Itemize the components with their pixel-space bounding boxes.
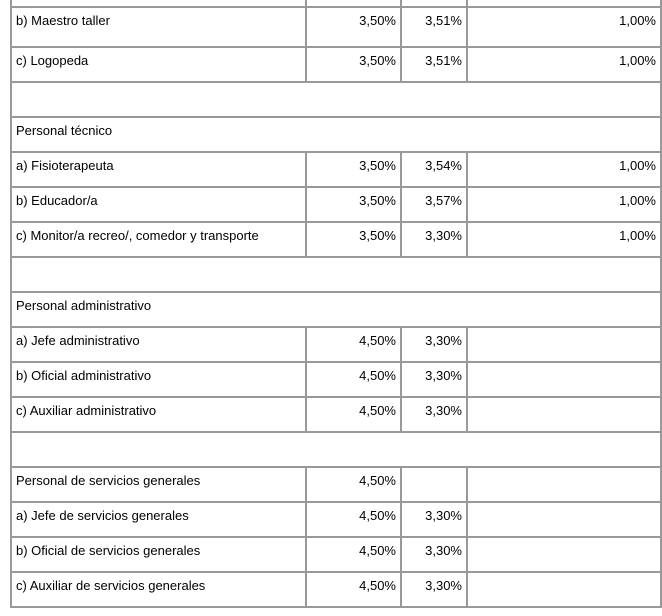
rate2-cell: 3,54% [400, 151, 468, 188]
rate2-cell: 3,30% [400, 361, 468, 398]
category-cell: b) Oficial de servicios generales [10, 536, 307, 573]
rate1-cell: 4,50% [305, 571, 402, 608]
spacer-cell [10, 431, 662, 468]
category-cell: a) Jefe administrativo [10, 326, 307, 363]
rate1-cell: 3,50% [305, 151, 402, 188]
spacer-cell [10, 256, 662, 293]
rate1-cell [305, 0, 402, 8]
section-header-row: Personal técnico [10, 116, 662, 153]
rates-table: b) Maestro taller 3,50% 3,51% 1,00% c) Logop… [10, 0, 662, 608]
category-cell: a) Fisioterapeuta [10, 151, 307, 188]
table-row: a) Jefe administrativo 4,50% 3,30% [10, 326, 662, 363]
rate2-cell: 3,51% [400, 46, 468, 83]
table-row: Personal de servicios generales 4,50% [10, 466, 662, 503]
rate2-cell: 3,30% [400, 221, 468, 258]
rate3-cell [466, 326, 662, 363]
category-cell: b) Maestro taller [10, 6, 307, 48]
rate3-cell [466, 571, 662, 608]
rate3-cell [466, 466, 662, 503]
table-row: b) Oficial administrativo 4,50% 3,30% [10, 361, 662, 398]
table-row: b) Educador/a 3,50% 3,57% 1,00% [10, 186, 662, 223]
rate1-cell: 3,50% [305, 186, 402, 223]
rate2-cell: 3,57% [400, 186, 468, 223]
table-row: a) Jefe de servicios generales 4,50% 3,30% [10, 501, 662, 538]
rate3-cell [466, 361, 662, 398]
rate2-cell: 3,30% [400, 396, 468, 433]
partial-row [10, 0, 662, 8]
rate3-cell [466, 536, 662, 573]
rate2-cell: 3,30% [400, 536, 468, 573]
rate1-cell: 4,50% [305, 361, 402, 398]
rate2-cell: 3,30% [400, 501, 468, 538]
rate3-cell [466, 501, 662, 538]
category-cell: b) Oficial administrativo [10, 361, 307, 398]
category-cell: c) Logopeda [10, 46, 307, 83]
rates-table-container: b) Maestro taller 3,50% 3,51% 1,00% c) Logop… [10, 0, 662, 608]
rate1-cell: 3,50% [305, 6, 402, 48]
table-row: a) Fisioterapeuta 3,50% 3,54% 1,00% [10, 151, 662, 188]
rate1-cell: 4,50% [305, 501, 402, 538]
section-header-row: Personal administrativo [10, 291, 662, 328]
spacer-row [10, 256, 662, 293]
category-cell: c) Monitor/a recreo/, comedor y transpor… [10, 221, 307, 258]
spacer-row [10, 431, 662, 468]
table-row: c) Logopeda 3,50% 3,51% 1,00% [10, 46, 662, 83]
table-row: b) Maestro taller 3,50% 3,51% 1,00% [10, 6, 662, 48]
spacer-cell [10, 81, 662, 118]
category-cell: Personal de servicios generales [10, 466, 307, 503]
category-cell: c) Auxiliar de servicios generales [10, 571, 307, 608]
section-title-cell: Personal administrativo [10, 291, 662, 328]
category-cell: b) Educador/a [10, 186, 307, 223]
rate3-cell: 1,00% [466, 6, 662, 48]
rate3-cell [466, 396, 662, 433]
rate3-cell [466, 0, 662, 8]
table-row: c) Monitor/a recreo/, comedor y transpor… [10, 221, 662, 258]
rate3-cell: 1,00% [466, 221, 662, 258]
category-cell [10, 0, 307, 8]
rate1-cell: 4,50% [305, 326, 402, 363]
section-title-cell: Personal técnico [10, 116, 662, 153]
category-cell: a) Jefe de servicios generales [10, 501, 307, 538]
rate2-cell: 3,51% [400, 6, 468, 48]
rate2-cell [400, 0, 468, 8]
rate3-cell: 1,00% [466, 46, 662, 83]
table-row: b) Oficial de servicios generales 4,50% 3,… [10, 536, 662, 573]
spacer-row [10, 81, 662, 118]
rate1-cell: 3,50% [305, 221, 402, 258]
rate2-cell: 3,30% [400, 326, 468, 363]
rate2-cell [400, 466, 468, 503]
table-row: c) Auxiliar de servicios generales 4,50% 3… [10, 571, 662, 608]
rate1-cell: 4,50% [305, 466, 402, 503]
rate1-cell: 3,50% [305, 46, 402, 83]
rate1-cell: 4,50% [305, 396, 402, 433]
rate3-cell: 1,00% [466, 186, 662, 223]
table-row: c) Auxiliar administrativo 4,50% 3,30% [10, 396, 662, 433]
category-cell: c) Auxiliar administrativo [10, 396, 307, 433]
rate3-cell: 1,00% [466, 151, 662, 188]
rate2-cell: 3,30% [400, 571, 468, 608]
rate1-cell: 4,50% [305, 536, 402, 573]
